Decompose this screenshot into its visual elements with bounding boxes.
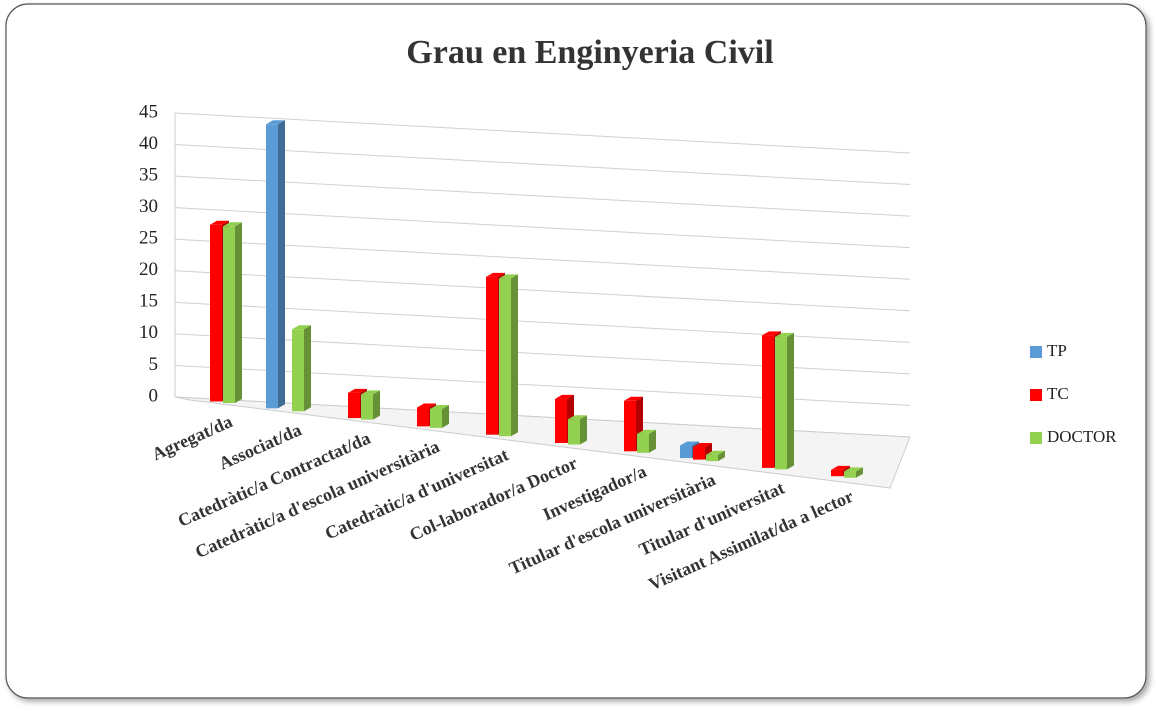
bar-side — [442, 404, 449, 428]
bar — [430, 408, 442, 428]
bar — [499, 278, 511, 437]
bar-side-shade — [373, 390, 380, 420]
grid-line — [174, 207, 911, 249]
bar — [266, 124, 278, 409]
bar-top — [223, 222, 242, 227]
bar — [706, 454, 718, 462]
y-tick-label: 15 — [139, 291, 158, 312]
bar — [831, 469, 843, 477]
bar-top — [706, 450, 725, 455]
bar-top — [637, 429, 656, 434]
bar-side — [373, 390, 380, 420]
bar-top — [555, 394, 574, 399]
bar-side-shade — [235, 222, 242, 403]
bar-top — [831, 465, 850, 470]
bar — [762, 335, 774, 468]
bar — [844, 471, 856, 478]
grid-line — [174, 270, 911, 312]
legend-label: TC — [1047, 384, 1069, 403]
bar-side-shade — [278, 120, 285, 409]
bar-top — [680, 441, 699, 446]
bar-top — [292, 325, 311, 330]
bar-side — [511, 274, 518, 437]
bar — [361, 394, 373, 420]
grid-line — [174, 112, 911, 154]
bar-top — [486, 272, 505, 277]
legend-swatch — [1030, 389, 1042, 401]
bar-top — [693, 442, 712, 447]
bar-side-shade — [511, 274, 518, 437]
bar — [637, 433, 649, 453]
y-tick-label: 30 — [139, 196, 158, 217]
bar — [486, 276, 498, 435]
bar-top — [361, 390, 380, 395]
bar — [568, 419, 580, 445]
bar — [348, 392, 360, 419]
bar-top — [762, 331, 781, 336]
legend-label: TP — [1047, 341, 1067, 360]
y-tick-label: 10 — [139, 322, 158, 343]
bar-top — [348, 388, 367, 393]
floor — [174, 396, 911, 489]
bar-side — [304, 325, 311, 412]
y-tick-label: 25 — [139, 228, 158, 249]
bar-top — [417, 403, 436, 408]
bar-side-shade — [580, 415, 587, 445]
bar-side — [235, 222, 242, 403]
bar-top — [624, 396, 643, 401]
grid-line — [174, 144, 911, 186]
bar-top — [266, 120, 285, 125]
bar — [624, 400, 636, 452]
bar — [775, 336, 787, 470]
bar-side-shade — [787, 332, 794, 470]
y-tick-label: 45 — [139, 101, 158, 122]
bar-top — [568, 415, 587, 420]
y-tick-label: 40 — [139, 133, 158, 154]
bar-top — [775, 332, 794, 337]
legend-label: DOCTOR — [1047, 427, 1117, 446]
grid-line — [174, 238, 911, 280]
grid-line — [174, 175, 911, 217]
bar-side — [787, 332, 794, 470]
bar-side — [718, 450, 725, 462]
legend-swatch — [1030, 432, 1042, 444]
frame — [5, 3, 1147, 699]
bar — [223, 226, 235, 403]
bar-top — [844, 467, 863, 472]
bar — [693, 446, 705, 460]
bar-side-shade — [442, 404, 449, 428]
bar — [292, 329, 304, 412]
bar-top — [210, 220, 229, 225]
bar-side-shade — [718, 450, 725, 462]
legend-swatch — [1030, 346, 1042, 358]
y-tick-label: 20 — [139, 259, 158, 280]
bar-side — [580, 415, 587, 445]
bar-side-shade — [856, 467, 863, 478]
bar-side — [856, 467, 863, 478]
bar-top — [430, 404, 449, 409]
bar — [680, 445, 692, 459]
y-tick-label: 35 — [139, 164, 158, 185]
bar — [210, 224, 222, 402]
bar-side-shade — [304, 325, 311, 412]
y-tick-label: 0 — [149, 385, 159, 406]
bar-side — [278, 120, 285, 409]
bar-side — [649, 429, 656, 453]
chart-title: Grau en Enginyeria Civil — [406, 34, 773, 71]
bar — [417, 407, 429, 427]
bar-side-shade — [649, 429, 656, 453]
y-tick-label: 5 — [149, 354, 159, 375]
bar-top — [499, 274, 518, 279]
bar — [555, 398, 567, 443]
